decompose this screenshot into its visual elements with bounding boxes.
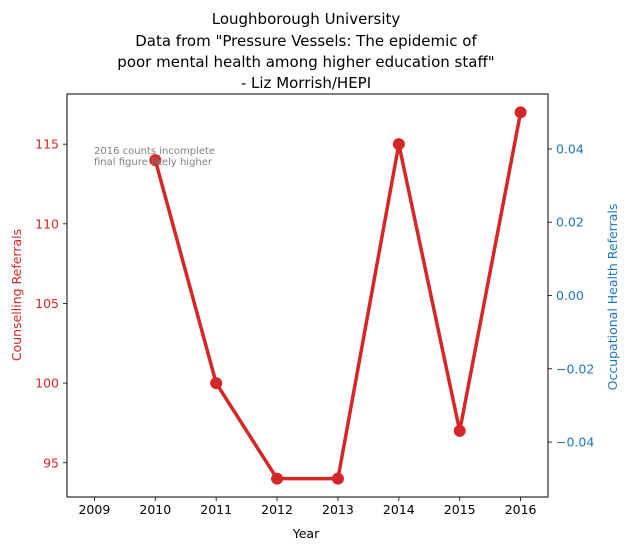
y-left-tick-label: 110 bbox=[35, 216, 59, 231]
data-point bbox=[210, 377, 223, 390]
data-point bbox=[453, 424, 466, 437]
x-tick-label: 2013 bbox=[322, 502, 354, 517]
y-right-tick-label: −0.02 bbox=[556, 361, 594, 376]
chart-title: Loughborough University Data from "Press… bbox=[117, 10, 494, 92]
data-point bbox=[149, 154, 162, 167]
x-tick-label: 2009 bbox=[78, 502, 110, 517]
series-layer bbox=[66, 93, 549, 498]
title-line-4: - Liz Morrish/HEPI bbox=[241, 74, 371, 92]
x-tick-label: 2011 bbox=[200, 502, 232, 517]
y-right-tick-label: 0.02 bbox=[556, 215, 584, 230]
y-left-tick-label: 100 bbox=[35, 376, 59, 391]
data-point bbox=[271, 472, 284, 485]
annotation-line-1: 2016 counts incomplete bbox=[94, 146, 215, 157]
x-tick-label: 2010 bbox=[139, 502, 171, 517]
y-left-tick-label: 105 bbox=[35, 296, 59, 311]
data-point bbox=[392, 138, 405, 151]
axes-frame bbox=[66, 93, 549, 498]
x-tick-label: 2016 bbox=[505, 502, 537, 517]
y-right-tick-label: 0.04 bbox=[556, 141, 584, 156]
data-point bbox=[331, 472, 344, 485]
y-left-axis-label: Counselling Referrals bbox=[9, 229, 24, 361]
title-line-3: poor mental health among higher educatio… bbox=[117, 53, 494, 71]
y-left-tick-label: 115 bbox=[35, 137, 59, 152]
x-tick-label: 2012 bbox=[261, 502, 293, 517]
y-right-axis-label: Occupational Health Referrals bbox=[605, 204, 620, 391]
x-tick-label: 2014 bbox=[383, 502, 415, 517]
x-tick-label: 2015 bbox=[444, 502, 476, 517]
title-line-1: Loughborough University bbox=[212, 10, 401, 28]
x-axis-label: Year bbox=[292, 526, 320, 541]
data-point bbox=[514, 106, 527, 119]
y-right-tick-label: −0.04 bbox=[556, 435, 594, 450]
y-left-tick-label: 95 bbox=[43, 455, 59, 470]
y-right-tick-label: 0.00 bbox=[556, 288, 584, 303]
annotation: 2016 counts incomplete final figure like… bbox=[94, 146, 215, 168]
title-line-2: Data from "Pressure Vessels: The epidemi… bbox=[135, 32, 477, 50]
annotation-line-2: final figure likely higher bbox=[94, 157, 213, 168]
plot-area: 2009 2010 2011 2012 2013 2014 2015 2016 95 100 105… bbox=[35, 137, 594, 517]
